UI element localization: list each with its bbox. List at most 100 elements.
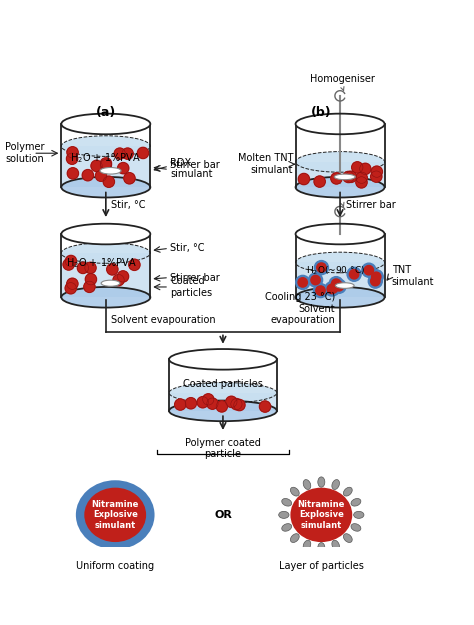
Text: Cooling 23 °C)
Solvent
evapouration: Cooling 23 °C) Solvent evapouration (265, 292, 336, 326)
Ellipse shape (279, 511, 289, 518)
Circle shape (311, 276, 320, 285)
Ellipse shape (61, 242, 150, 263)
Text: Layer of particles: Layer of particles (279, 561, 364, 571)
Text: Polymer coated
particle: Polymer coated particle (185, 438, 261, 459)
Text: (a): (a) (96, 106, 116, 119)
Circle shape (231, 399, 242, 410)
Circle shape (77, 262, 89, 274)
Polygon shape (61, 146, 150, 188)
Circle shape (124, 173, 135, 184)
Ellipse shape (61, 114, 150, 134)
Ellipse shape (291, 488, 352, 542)
Circle shape (371, 166, 383, 177)
Ellipse shape (343, 534, 352, 542)
Circle shape (118, 162, 129, 174)
Circle shape (259, 401, 271, 412)
Circle shape (107, 264, 118, 275)
Circle shape (85, 274, 97, 285)
Ellipse shape (354, 511, 364, 518)
Ellipse shape (100, 168, 121, 174)
Circle shape (371, 276, 380, 286)
Text: Molten TNT
simulant: Molten TNT simulant (238, 153, 293, 175)
Ellipse shape (61, 224, 150, 244)
Circle shape (65, 256, 76, 267)
Ellipse shape (291, 488, 299, 496)
Circle shape (234, 399, 245, 411)
Circle shape (326, 281, 340, 296)
Circle shape (356, 172, 367, 183)
Circle shape (362, 263, 376, 278)
Circle shape (91, 160, 102, 171)
Text: RDX
simulant: RDX simulant (170, 158, 212, 179)
Circle shape (67, 147, 78, 158)
Text: Stirrer bar: Stirrer bar (170, 272, 220, 282)
Circle shape (356, 177, 367, 188)
Text: Coated
particles: Coated particles (170, 276, 212, 298)
Text: TNT
simulant: TNT simulant (392, 266, 434, 287)
Polygon shape (61, 124, 150, 146)
Ellipse shape (303, 479, 311, 489)
Circle shape (325, 282, 339, 296)
Ellipse shape (169, 349, 277, 369)
Circle shape (327, 284, 337, 294)
Circle shape (331, 279, 341, 288)
Text: Stirrer bar: Stirrer bar (346, 200, 395, 210)
Circle shape (347, 268, 361, 281)
Circle shape (100, 159, 111, 171)
Circle shape (207, 398, 218, 409)
Circle shape (226, 396, 237, 408)
Polygon shape (61, 234, 150, 253)
Ellipse shape (61, 136, 150, 156)
Polygon shape (296, 262, 384, 298)
Circle shape (298, 278, 308, 287)
Ellipse shape (296, 224, 384, 244)
Circle shape (313, 284, 328, 298)
Ellipse shape (169, 401, 277, 421)
Ellipse shape (332, 540, 339, 550)
Circle shape (328, 284, 338, 293)
Ellipse shape (101, 280, 120, 286)
Circle shape (334, 282, 344, 291)
Ellipse shape (296, 177, 384, 198)
Text: (b): (b) (311, 106, 332, 119)
Text: Uniform coating: Uniform coating (76, 561, 154, 571)
Circle shape (368, 274, 383, 288)
Circle shape (67, 168, 79, 179)
Circle shape (118, 271, 128, 282)
Circle shape (85, 262, 96, 274)
Circle shape (329, 277, 343, 291)
Circle shape (331, 173, 342, 184)
Circle shape (113, 274, 124, 286)
Circle shape (197, 397, 209, 408)
Circle shape (66, 153, 78, 164)
Circle shape (352, 162, 363, 173)
Circle shape (346, 171, 357, 182)
Polygon shape (296, 124, 384, 162)
Text: OR: OR (214, 510, 232, 520)
Text: Stir, °C: Stir, °C (111, 200, 146, 210)
Circle shape (332, 279, 346, 293)
Circle shape (100, 158, 111, 169)
Text: Nitramine
Explosive
simulant: Nitramine Explosive simulant (91, 500, 139, 530)
Circle shape (95, 170, 107, 181)
Polygon shape (296, 234, 384, 262)
Polygon shape (61, 253, 150, 298)
Circle shape (369, 270, 383, 284)
Ellipse shape (291, 534, 299, 542)
Text: H$_2$O(~90 °C): H$_2$O(~90 °C) (306, 264, 365, 277)
Circle shape (309, 273, 323, 287)
Circle shape (65, 282, 76, 294)
Ellipse shape (61, 177, 150, 198)
Circle shape (203, 394, 214, 405)
Circle shape (122, 148, 133, 159)
Ellipse shape (61, 287, 150, 308)
Polygon shape (169, 359, 277, 393)
Ellipse shape (318, 477, 325, 488)
Circle shape (298, 173, 310, 184)
Polygon shape (169, 393, 277, 411)
Text: Nitramine
Explosive
simulant: Nitramine Explosive simulant (298, 500, 345, 530)
Circle shape (185, 398, 197, 409)
Circle shape (364, 266, 374, 275)
Ellipse shape (76, 480, 155, 549)
Circle shape (114, 148, 126, 159)
